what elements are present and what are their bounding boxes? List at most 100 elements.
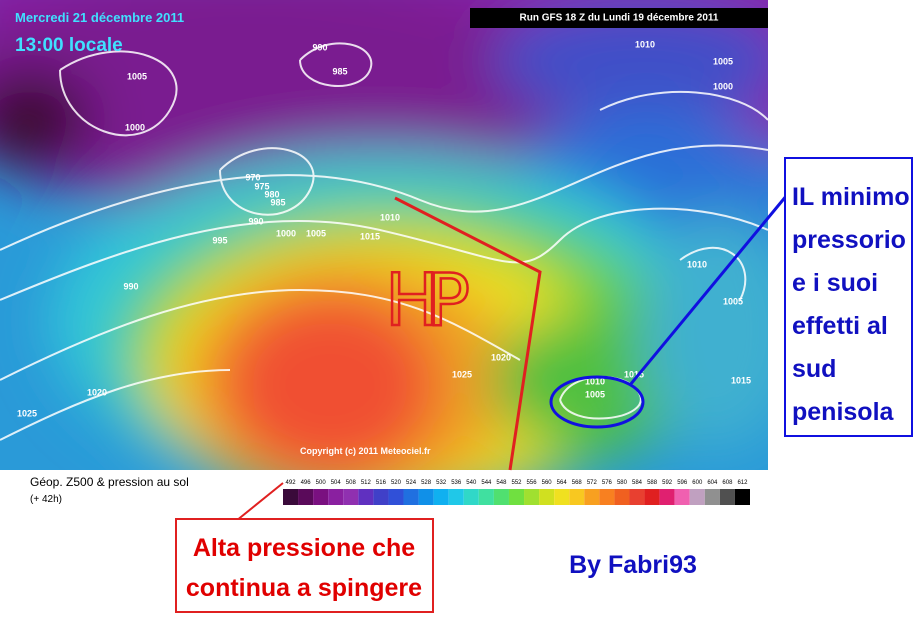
isobar-label: 1025 xyxy=(452,369,472,379)
isobar-label: 1015 xyxy=(731,375,751,385)
scale-label: 572 xyxy=(587,480,598,486)
isobar-label: 1025 xyxy=(17,408,37,418)
scale-label: 568 xyxy=(572,480,583,486)
scale-cell xyxy=(298,489,314,505)
isobar-label: 1005 xyxy=(127,71,147,81)
scale-cell xyxy=(674,489,690,505)
low-note-line: sud xyxy=(792,355,836,383)
signature: By Fabri93 xyxy=(569,551,697,579)
scale-cell xyxy=(614,489,630,505)
isobar-label: 990 xyxy=(248,216,263,226)
isobar-label: 990 xyxy=(312,42,327,52)
legend-title: Géop. Z500 & pression au sol xyxy=(30,475,189,489)
scale-cell xyxy=(644,489,660,505)
isobar-label: 1005 xyxy=(585,389,605,399)
isobar-label: 985 xyxy=(270,197,285,207)
front-line xyxy=(394,196,542,471)
scale-label: 552 xyxy=(511,480,522,486)
run-label: Run GFS 18 Z du Lundi 19 décembre 2011 xyxy=(520,13,719,24)
scale-label: 512 xyxy=(361,480,372,486)
high-note-box xyxy=(175,518,434,613)
high-note-line: continua a spingere xyxy=(186,574,422,602)
scale-cell xyxy=(373,489,389,505)
scale-label: 548 xyxy=(496,480,507,486)
scale-cell xyxy=(328,489,344,505)
scale-cell xyxy=(599,489,615,505)
scale-label: 564 xyxy=(557,480,568,486)
scale-label: 544 xyxy=(481,480,492,486)
scale-label: 612 xyxy=(737,480,748,486)
scale-label: 536 xyxy=(451,480,462,486)
isobar-label: 1010 xyxy=(380,212,400,222)
scale-cell xyxy=(448,489,464,505)
scale-cell xyxy=(343,489,359,505)
scale-label: 600 xyxy=(692,480,703,486)
isobar-label: 1015 xyxy=(624,369,644,379)
scale-label: 500 xyxy=(316,480,327,486)
low-note-box xyxy=(784,157,913,437)
scale-cell xyxy=(629,489,645,505)
scale-cell xyxy=(463,489,479,505)
isobar-label: 1000 xyxy=(713,81,733,91)
low-circle xyxy=(549,375,645,429)
scale-cell xyxy=(388,489,404,505)
isobar-label: 970 xyxy=(245,172,260,182)
scale-cell xyxy=(524,489,540,505)
time-label: 13:00 locale xyxy=(15,35,123,56)
hp-mark: HP xyxy=(385,258,470,342)
scale-label: 492 xyxy=(286,480,297,486)
scale-cell xyxy=(554,489,570,505)
scale-label: 508 xyxy=(346,480,357,486)
scale-label: 496 xyxy=(301,480,312,486)
scale-label: 556 xyxy=(527,480,538,486)
pointer-line xyxy=(235,482,284,522)
isobar-label: 1005 xyxy=(306,228,326,238)
scale-label: 540 xyxy=(466,480,477,486)
scale-label: 560 xyxy=(542,480,553,486)
scale-cell xyxy=(493,489,509,505)
scale-label: 580 xyxy=(617,480,628,486)
legend-lead: (+ 42h) xyxy=(30,494,62,505)
scale-cell xyxy=(719,489,735,505)
low-note-line: IL minimo xyxy=(792,183,910,211)
scale-label: 588 xyxy=(647,480,658,486)
scale-cell xyxy=(358,489,374,505)
scale-cell xyxy=(734,489,750,505)
isobar-label: 1020 xyxy=(491,352,511,362)
scale-label: 524 xyxy=(406,480,417,486)
isobar-label: 1020 xyxy=(87,387,107,397)
isobar-label: 1005 xyxy=(723,296,743,306)
scale-cell xyxy=(539,489,555,505)
isobar-label: 1005 xyxy=(713,56,733,66)
low-note-line: effetti al xyxy=(792,312,888,340)
isobar-label: 990 xyxy=(123,281,138,291)
isobar-label: 1010 xyxy=(687,259,707,269)
isobar-label: 1000 xyxy=(276,228,296,238)
scale-cell xyxy=(704,489,720,505)
low-note-line: penisola xyxy=(792,398,895,426)
scale-cell xyxy=(283,489,299,505)
isobar-label: 1010 xyxy=(635,39,655,49)
scale-cell xyxy=(478,489,494,505)
map: Run GFS 18 Z du Lundi 19 décembre 2011 M… xyxy=(0,0,768,470)
scale-cell xyxy=(313,489,329,505)
scale-cell xyxy=(418,489,434,505)
isobar-label: 1010 xyxy=(585,376,605,386)
isobar-label: 1000 xyxy=(125,122,145,132)
scale-label: 604 xyxy=(707,480,718,486)
scale-label: 592 xyxy=(662,480,673,486)
low-note-line: pressorio xyxy=(792,226,906,254)
isobar-label: 980 xyxy=(264,189,279,199)
scale-cell xyxy=(508,489,525,505)
scale-label: 528 xyxy=(421,480,432,486)
low-note-line: e i suoi xyxy=(792,269,878,297)
scale-cell xyxy=(403,489,419,505)
high-note-line: Alta pressione che xyxy=(193,534,415,562)
scale-label: 576 xyxy=(602,480,613,486)
isobar-label: 1015 xyxy=(360,231,380,241)
pointer-line xyxy=(628,194,789,386)
scale-label: 608 xyxy=(722,480,733,486)
scale-cell xyxy=(433,489,449,505)
scale-cell xyxy=(689,489,705,505)
